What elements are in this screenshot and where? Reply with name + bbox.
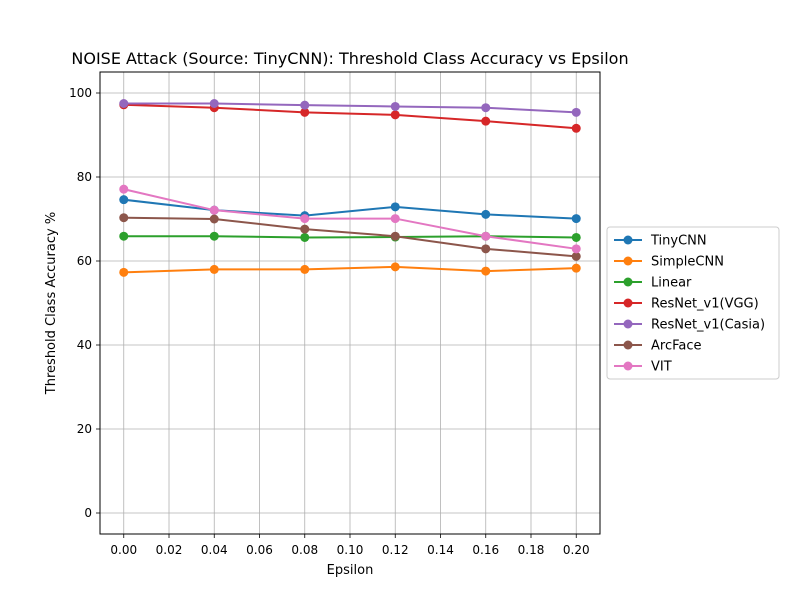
y-tick-label: 100 (69, 86, 92, 100)
x-axis-label: Epsilon (327, 563, 374, 578)
data-point (481, 231, 491, 241)
data-point (571, 263, 581, 273)
y-tick-label: 0 (84, 506, 92, 520)
data-point (119, 213, 129, 223)
legend-item: VIT (614, 360, 672, 375)
data-point (119, 195, 129, 205)
series-resnet-v1-casia- (119, 99, 581, 117)
data-point (119, 99, 129, 108)
data-point (209, 214, 219, 224)
series-line (123, 216, 577, 258)
legend: TinyCNN SimpleCNN Linear ResNet_v1(VGG) ResN… (606, 226, 780, 380)
data-point (571, 251, 581, 261)
legend-label: ResNet_v1(VGG) (651, 297, 759, 312)
data-point (300, 107, 310, 117)
data-point (390, 231, 400, 241)
data-point (390, 262, 400, 272)
data-point (571, 123, 581, 133)
legend-marker (623, 298, 633, 308)
data-point (119, 231, 129, 241)
x-tick-label: 0.14 (427, 543, 454, 557)
y-tick-label: 80 (77, 170, 92, 184)
legend-item: Linear (614, 276, 692, 291)
series-vit (119, 184, 581, 254)
data-point (300, 100, 310, 110)
data-point (481, 244, 491, 254)
legend-label: VIT (651, 360, 672, 375)
legend-marker (623, 235, 633, 245)
legend-marker (623, 256, 633, 266)
legend-marker (623, 340, 633, 350)
data-point (481, 103, 491, 113)
legend-label: ArcFace (651, 339, 702, 354)
data-point (571, 107, 581, 117)
legend-marker (623, 361, 633, 371)
series-arcface (119, 213, 581, 261)
legend-item: ArcFace (614, 339, 702, 354)
x-tick-label: 0.06 (246, 543, 273, 557)
data-point (209, 205, 219, 215)
legend-label: ResNet_v1(Casia) (651, 318, 765, 333)
data-point (209, 99, 219, 108)
data-point (119, 267, 129, 277)
x-tick-label: 0.20 (563, 543, 590, 557)
data-point (300, 224, 310, 234)
data-point (481, 209, 491, 219)
x-tick-label: 0.00 (110, 543, 137, 557)
y-tick-label: 60 (77, 254, 92, 268)
data-point (209, 231, 219, 241)
series-layer (119, 99, 581, 277)
series-line (123, 235, 577, 239)
series-line (123, 103, 577, 130)
legend-marker (623, 319, 633, 329)
data-point (481, 266, 491, 276)
x-tick-label: 0.08 (291, 543, 318, 557)
legend-marker (623, 277, 633, 287)
series-line (123, 102, 577, 114)
legend-item: ResNet_v1(VGG) (614, 297, 759, 312)
x-tick-label: 0.12 (382, 543, 409, 557)
series-line (123, 198, 577, 220)
x-tick-label: 0.04 (201, 543, 228, 557)
x-tick-label: 0.02 (156, 543, 183, 557)
data-point (390, 110, 400, 120)
x-tick-label: 0.16 (472, 543, 499, 557)
series-line (123, 265, 577, 274)
data-point (300, 214, 310, 224)
data-point (209, 264, 219, 274)
x-tick-label: 0.18 (518, 543, 545, 557)
data-point (119, 184, 129, 194)
data-point (390, 101, 400, 111)
data-point (571, 214, 581, 224)
y-axis-ticks: 0 20 40 60 80 100 (69, 86, 100, 520)
grid-lines (100, 72, 600, 534)
legend-item: TinyCNN (614, 234, 707, 249)
series-line (123, 188, 577, 250)
legend-item: SimpleCNN (614, 255, 724, 270)
data-point (300, 264, 310, 274)
x-axis-ticks: 0.00 0.02 0.04 0.06 0.08 0.10 0.12 0.14 0.16 0.18… (110, 534, 590, 557)
x-tick-label: 0.10 (337, 543, 364, 557)
legend-label: Linear (651, 276, 692, 291)
y-tick-label: 20 (77, 422, 92, 436)
legend-label: SimpleCNN (651, 255, 724, 270)
data-point (481, 116, 491, 126)
y-axis-label: Threshold Class Accuracy % (44, 212, 59, 395)
legend-item: ResNet_v1(Casia) (614, 318, 765, 333)
data-point (571, 232, 581, 242)
data-point (300, 232, 310, 242)
y-tick-label: 40 (77, 338, 92, 352)
data-point (390, 214, 400, 224)
chart-title: NOISE Attack (Source: TinyCNN): Threshol… (71, 49, 628, 68)
data-point (390, 202, 400, 212)
series-simplecnn (119, 262, 581, 277)
legend-label: TinyCNN (650, 234, 707, 249)
data-point (571, 244, 581, 254)
legend-box (606, 226, 780, 380)
